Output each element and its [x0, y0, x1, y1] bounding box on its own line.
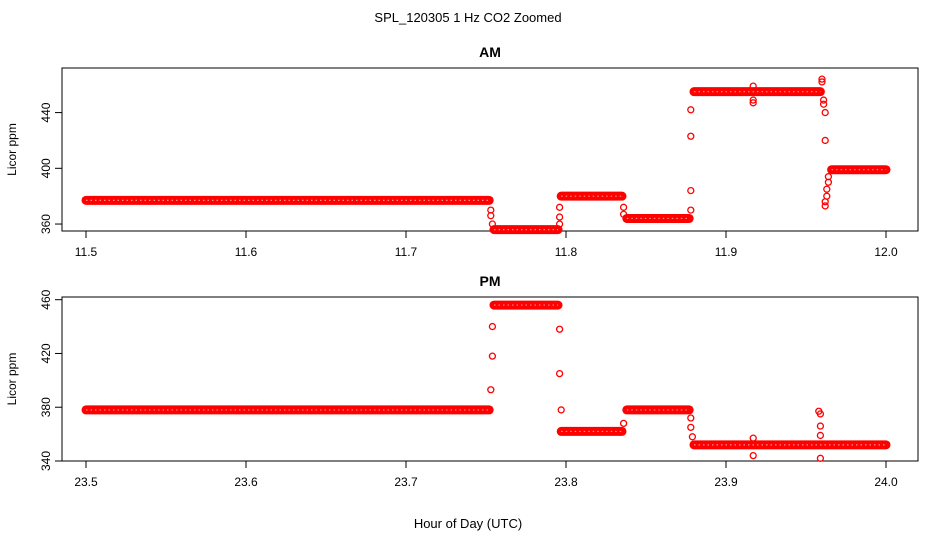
- y-tick-label: 420: [39, 343, 53, 363]
- y-tick-label: 400: [39, 158, 53, 178]
- data-point: [821, 202, 829, 210]
- x-tick-label: 23.5: [74, 475, 98, 489]
- data-point: [824, 173, 833, 181]
- data-point: [749, 451, 757, 460]
- x-axis-label: Hour of Day (UTC): [414, 516, 522, 531]
- x-tick-label: 11.6: [235, 245, 258, 259]
- data-point: [488, 352, 497, 360]
- x-tick-label: 11.5: [75, 245, 98, 259]
- data-point: [749, 96, 757, 104]
- data-point: [819, 96, 828, 104]
- y-axis-label: Licor ppm: [5, 123, 19, 176]
- data-point: [555, 325, 564, 333]
- data-point: [687, 423, 695, 432]
- y-axis-label: Licor ppm: [5, 353, 19, 406]
- x-tick-label: 24.0: [874, 475, 898, 489]
- panel-title: PM: [480, 273, 501, 289]
- y-tick-label: 380: [39, 397, 53, 417]
- data-point: [687, 106, 695, 114]
- x-tick-label: 23.6: [234, 475, 258, 489]
- data-point: [487, 386, 495, 394]
- data-point: [687, 186, 695, 195]
- data-point: [555, 203, 564, 211]
- y-tick-label: 340: [39, 451, 53, 471]
- data-point: [821, 136, 829, 145]
- data-point: [619, 203, 628, 211]
- data-point: [555, 220, 564, 228]
- am-panel: AM Licor ppm 11.5 11.6 11.7 11.8 11.9 12.0 360 40…: [5, 44, 919, 259]
- data-point: [816, 431, 825, 440]
- data-point: [487, 212, 495, 220]
- panel-title: AM: [479, 44, 501, 60]
- data-point: [687, 414, 695, 422]
- data-point: [619, 419, 628, 428]
- data-point: [555, 369, 564, 378]
- y-tick-label: 460: [39, 289, 53, 309]
- data-point: [688, 433, 697, 441]
- plot-frame: [61, 296, 919, 462]
- x-tick-label: 11.8: [555, 245, 578, 259]
- data-point: [749, 99, 757, 107]
- x-tick-label: 12.0: [874, 245, 898, 259]
- data-point: [555, 213, 564, 221]
- data-point: [557, 406, 565, 414]
- x-tick-label: 23.9: [714, 475, 738, 489]
- data-point: [816, 454, 825, 462]
- data-point: [823, 185, 831, 193]
- data-point: [818, 78, 826, 86]
- data-point: [749, 82, 757, 90]
- data-point: [687, 206, 695, 214]
- x-tick-label: 23.8: [554, 475, 578, 489]
- data-point: [488, 322, 497, 331]
- x-tick-label: 23.7: [394, 475, 418, 489]
- x-tick-label: 11.7: [395, 245, 418, 259]
- data-point: [749, 434, 757, 442]
- data-point: [488, 220, 497, 228]
- data-point: [818, 75, 826, 83]
- y-tick-label: 440: [39, 102, 53, 122]
- data-point: [619, 210, 628, 218]
- data-point: [816, 422, 825, 430]
- data-point: [821, 108, 829, 117]
- y-tick-label: 360: [39, 214, 53, 234]
- figure-title: SPL_120305 1 Hz CO2 Zoomed: [374, 10, 561, 25]
- x-tick-label: 11.9: [715, 245, 738, 259]
- pm-panel: PM Licor ppm 23.5 23.6 23.7 23.8 23.9 24.0 340 38…: [5, 273, 919, 489]
- data-point: [687, 132, 695, 140]
- data-point: [816, 410, 825, 418]
- data-point: [819, 100, 828, 108]
- data-point: [823, 192, 831, 200]
